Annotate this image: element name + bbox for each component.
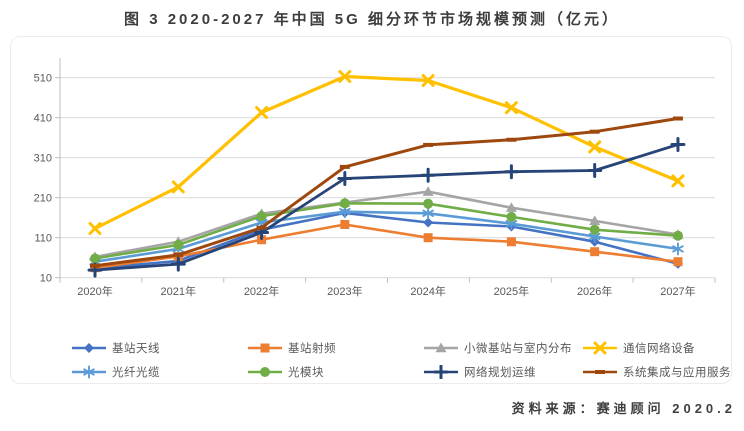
chart-title: 图 3 2020-2027 年中国 5G 细分环节市场规模预测（亿元） (124, 11, 620, 28)
series-marker-circle (173, 239, 184, 250)
x-axis-label: 2023年 (327, 284, 362, 298)
series-marker-asterisk (505, 220, 518, 228)
series-line (93, 210, 680, 263)
series-光模块 (90, 198, 683, 264)
x-axis-label: 2021年 (161, 284, 196, 298)
y-axis-label: 510 (34, 73, 52, 85)
x-axis-label: 2026年 (577, 284, 612, 298)
series-marker-asterisk (588, 232, 601, 241)
y-axis-label: 110 (34, 233, 52, 245)
series-marker-dash (423, 142, 434, 147)
series-marker-circle (256, 211, 267, 222)
series-marker-square (590, 247, 600, 257)
series-marker-x (255, 106, 269, 119)
x-axis-label: 2027年 (660, 284, 695, 298)
series-系统集成与应用服务 (90, 116, 683, 268)
x-axis-label: 2025年 (494, 284, 529, 298)
series-marker-square (340, 220, 350, 229)
series-marker-dash (589, 129, 600, 134)
series-marker-circle (423, 198, 434, 209)
y-axis-label: 310 (34, 153, 52, 165)
series-marker-circle (506, 211, 517, 222)
series-marker-circle (672, 230, 683, 241)
x-axis-label: 2022年 (244, 284, 279, 298)
series-marker-dash (173, 252, 184, 257)
series-marker-dash (339, 164, 350, 169)
series-marker-triangle (589, 215, 601, 226)
series-网络规划运维 (87, 137, 686, 278)
series-marker-asterisk (672, 245, 684, 253)
series-marker-asterisk (255, 218, 268, 227)
series-marker-dash (256, 225, 267, 230)
series-marker-circle (90, 253, 100, 264)
series-marker-x (504, 101, 518, 115)
x-axis-label: 2024年 (410, 284, 445, 298)
data-source: 资料来源：赛迪顾问 2020.2 (511, 401, 736, 416)
series-line (93, 117, 680, 268)
series-marker-x (671, 174, 685, 188)
series-marker-square (506, 237, 516, 247)
y-axis-label: 10 (40, 273, 52, 285)
series-marker-asterisk (339, 208, 351, 216)
line-chart-plot: 10 110 210 310 410 510 2020年 2021年 2022年 2023年 202… (34, 58, 716, 298)
series-marker-triangle (422, 186, 434, 196)
series-marker-square (673, 257, 683, 267)
series-line (93, 211, 680, 270)
x-axis-label: 2020年 (77, 284, 112, 298)
series-marker-x (338, 70, 352, 83)
series-marker-x (588, 140, 602, 154)
series-marker-x (88, 222, 102, 235)
series-line (93, 223, 680, 269)
series-marker-dash (672, 116, 683, 121)
series-marker-asterisk (422, 209, 434, 217)
series-marker-x (421, 74, 435, 87)
series-marker-dash (506, 137, 517, 142)
series-marker-circle (339, 198, 350, 209)
series-marker-circle (589, 224, 600, 235)
series-marker-diamond (423, 217, 434, 228)
series-marker-x (171, 180, 185, 194)
series-line (93, 143, 680, 272)
series-marker-triangle (505, 202, 517, 212)
series-line (93, 190, 680, 259)
series-通信网络设备 (88, 70, 685, 235)
y-axis-label: 210 (34, 193, 52, 205)
series-line (93, 74, 680, 231)
series-marker-dash (90, 263, 100, 268)
series-line (93, 202, 680, 260)
series-marker-square (423, 233, 433, 243)
y-axis-label: 410 (34, 113, 52, 125)
